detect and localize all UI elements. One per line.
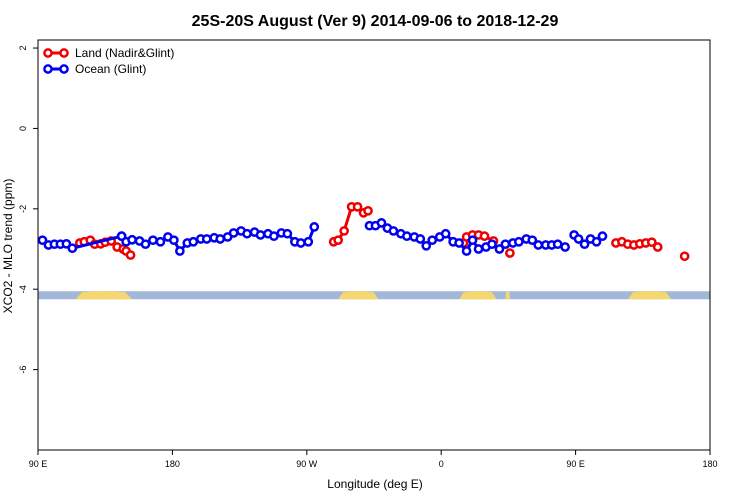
series-1-point-2-23 (514, 236, 524, 247)
series-1-point-2-17 (473, 244, 484, 254)
series-1-point-1-19 (242, 228, 252, 239)
legend-label-1: Ocean (Glint) (75, 62, 146, 76)
series-1-point-1-13 (201, 234, 212, 244)
series-1-point-2-9 (421, 240, 432, 251)
series-1-point-2-26 (533, 240, 544, 250)
series-1-point-2-25 (527, 235, 538, 246)
series-1-point-0-0 (37, 235, 48, 246)
land-bump-1 (338, 291, 379, 300)
series-1-point-1-28 (303, 236, 314, 247)
series-1-point-1-4 (140, 239, 151, 250)
series-1-point-2-14 (454, 238, 464, 248)
series-1 (37, 218, 608, 256)
series-1-point-3-1 (573, 234, 584, 244)
series-1-point-3-2 (579, 239, 590, 250)
series-1-point-1-9 (175, 246, 185, 256)
series-0-point-5-0 (679, 251, 690, 262)
legend: Land (Nadir&Glint) Ocean (Glint) (43, 46, 174, 76)
series-1-point-2-30 (560, 242, 570, 252)
series-1-point-2-4 (388, 226, 399, 236)
surface-band (38, 291, 710, 300)
x-tick-label-4: 90 E (566, 459, 585, 469)
series-1-point-2-10 (427, 235, 438, 246)
series-1-point-2-8 (415, 234, 426, 244)
series-1-point-1-15 (215, 234, 226, 244)
chart-title: 25S-20S August (Ver 9) 2014-09-06 to 201… (192, 13, 559, 30)
legend-marker-b-0 (59, 48, 69, 58)
series-0-point-1-2 (339, 226, 349, 236)
legend-marker-1 (43, 64, 53, 74)
y-tick-label-2: -2 (18, 205, 28, 213)
series-1-point-3-5 (597, 231, 608, 242)
series-0-point-2-4 (479, 231, 490, 242)
series-0-point-1-1 (333, 235, 344, 246)
series-0-point-0-10 (125, 250, 136, 260)
series-1-point-2-20 (494, 244, 505, 254)
land-bump-2 (459, 291, 497, 300)
y-axis-title: XCO2 - MLO trend (ppm) (1, 179, 15, 314)
legend-marker-b-1 (59, 64, 69, 74)
x-axis-title: Longitude (deg E) (327, 477, 422, 491)
x-tick-label-1: 180 (165, 459, 180, 469)
series-1-point-1-17 (228, 228, 239, 238)
series-1-point-1-29 (309, 222, 320, 232)
legend-marker-0 (43, 48, 53, 58)
series-1-point-3-4 (591, 236, 602, 247)
plot-frame (37, 39, 711, 451)
series-0-point-4-6 (646, 237, 657, 248)
series-1-point-2-2 (376, 218, 387, 228)
series-layer (37, 201, 690, 262)
x-tick-label-5: 180 (702, 459, 717, 469)
land-bump-3 (505, 291, 510, 300)
series-1-point-1-8 (169, 235, 179, 246)
series-0-point-4-7 (652, 242, 663, 252)
series-1-point-1-27 (295, 238, 306, 248)
series-1-point-1-21 (255, 230, 266, 240)
series-1-point-2-12 (440, 228, 451, 239)
series-0-point-1-4 (352, 201, 363, 212)
x-tick-label-0: 90 E (29, 459, 48, 469)
series-1-point-2-15 (461, 246, 472, 256)
series-1-point-2-6 (402, 231, 412, 242)
series-1-point-2-29 (552, 239, 563, 250)
y-tick-label-4: -6 (18, 366, 28, 374)
series-1-point-1-25 (282, 228, 293, 239)
series-1-point-1-5 (148, 235, 158, 246)
series-0 (74, 201, 690, 262)
axes: 90 E 180 90 W 0 90 E 180 2 0 -2 -4 -6 (18, 46, 718, 469)
y-tick-label-0: 2 (18, 46, 28, 51)
series-1-point-1-2 (127, 234, 137, 245)
series-1-point-2-16 (467, 235, 478, 246)
y-tick-label-3: -4 (18, 285, 28, 293)
series-1-point-2-21 (500, 239, 511, 250)
series-1-point-1-23 (269, 231, 279, 242)
y-tick-label-1: 0 (18, 126, 28, 131)
x-tick-label-2: 90 W (296, 459, 318, 469)
series-1-point-0-4 (61, 238, 72, 249)
series-1-point-2-19 (487, 239, 497, 250)
series-1-point-1-6 (155, 236, 166, 247)
series-0-point-3-0 (505, 248, 515, 258)
series-1-point-0-5 (67, 243, 78, 254)
series-0-point-1-6 (363, 205, 373, 216)
legend-label-0: Land (Nadir&Glint) (75, 46, 174, 60)
land-bump-0 (75, 291, 133, 300)
x-tick-label-3: 0 (439, 459, 444, 469)
series-1-point-1-11 (188, 236, 199, 247)
land-bump-4 (627, 291, 672, 300)
